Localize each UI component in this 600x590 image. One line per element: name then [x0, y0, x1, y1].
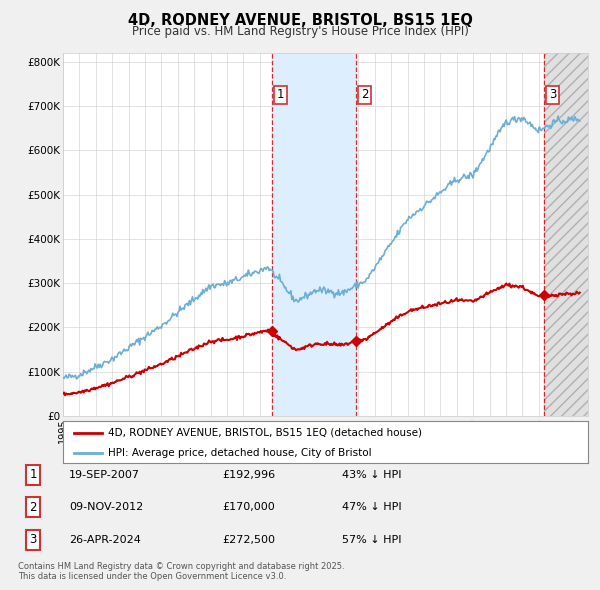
Text: 4D, RODNEY AVENUE, BRISTOL, BS15 1EQ: 4D, RODNEY AVENUE, BRISTOL, BS15 1EQ — [128, 13, 472, 28]
Text: 09-NOV-2012: 09-NOV-2012 — [69, 503, 143, 512]
Text: £272,500: £272,500 — [222, 535, 275, 545]
Bar — [544, 53, 588, 416]
Text: £192,996: £192,996 — [222, 470, 275, 480]
Bar — [544, 53, 588, 416]
Text: 47% ↓ HPI: 47% ↓ HPI — [342, 503, 401, 512]
Bar — [272, 53, 356, 416]
Text: 1: 1 — [29, 468, 37, 481]
Text: 3: 3 — [549, 88, 556, 101]
Text: 2: 2 — [29, 501, 37, 514]
Text: 3: 3 — [29, 533, 37, 546]
Text: 1: 1 — [277, 88, 284, 101]
Text: Price paid vs. HM Land Registry's House Price Index (HPI): Price paid vs. HM Land Registry's House … — [131, 25, 469, 38]
Text: HPI: Average price, detached house, City of Bristol: HPI: Average price, detached house, City… — [107, 448, 371, 457]
Text: 57% ↓ HPI: 57% ↓ HPI — [342, 535, 401, 545]
Text: £170,000: £170,000 — [222, 503, 275, 512]
Text: Contains HM Land Registry data © Crown copyright and database right 2025.
This d: Contains HM Land Registry data © Crown c… — [18, 562, 344, 581]
Text: 19-SEP-2007: 19-SEP-2007 — [69, 470, 140, 480]
Text: 4D, RODNEY AVENUE, BRISTOL, BS15 1EQ (detached house): 4D, RODNEY AVENUE, BRISTOL, BS15 1EQ (de… — [107, 428, 422, 438]
Text: 43% ↓ HPI: 43% ↓ HPI — [342, 470, 401, 480]
Text: 26-APR-2024: 26-APR-2024 — [69, 535, 141, 545]
Text: 2: 2 — [361, 88, 368, 101]
